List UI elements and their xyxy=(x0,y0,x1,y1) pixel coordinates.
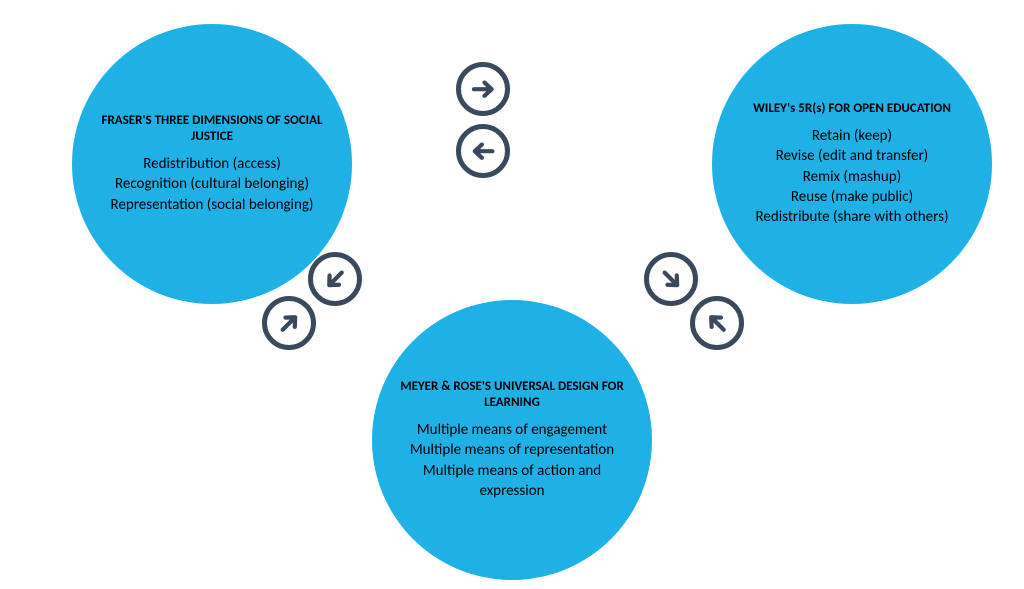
arrow-top-left-icon xyxy=(456,124,510,178)
node-wiley-item: Redistribute (share with others) xyxy=(755,207,948,227)
node-meyer-item: Multiple means of engagement xyxy=(392,420,632,440)
node-wiley-item: Revise (edit and transfer) xyxy=(755,146,948,166)
node-meyer-item: Multiple means of action and expression xyxy=(392,461,632,502)
arrow-right-up-icon xyxy=(644,252,698,306)
node-fraser-item: Redistribution (access) xyxy=(111,154,314,174)
arrow-left-down-icon xyxy=(308,252,362,306)
node-fraser-item: Representation (social belonging) xyxy=(111,195,314,215)
node-meyer: MEYER & ROSE'S UNIVERSAL DESIGN FOR LEAR… xyxy=(372,300,652,580)
node-wiley-title: WILEY's 5R(s) FOR OPEN EDUCATION xyxy=(753,101,951,117)
node-meyer-items: Multiple means of engagementMultiple mea… xyxy=(392,420,632,501)
node-meyer-item: Multiple means of representation xyxy=(392,440,632,460)
node-wiley-items: Retain (keep)Revise (edit and transfer)R… xyxy=(755,126,948,227)
node-wiley-item: Reuse (make public) xyxy=(755,187,948,207)
node-wiley: WILEY's 5R(s) FOR OPEN EDUCATION Retain (… xyxy=(712,24,992,304)
node-fraser-item: Recognition (cultural belonging) xyxy=(111,174,314,194)
node-wiley-item: Retain (keep) xyxy=(755,126,948,146)
node-fraser-items: Redistribution (access)Recognition (cult… xyxy=(111,154,314,215)
node-fraser: FRASER'S THREE DIMENSIONS OF SOCIAL JUST… xyxy=(72,24,352,304)
node-fraser-title: FRASER'S THREE DIMENSIONS OF SOCIAL JUST… xyxy=(92,113,332,144)
arrow-right-down-icon xyxy=(690,296,744,350)
arrow-top-right-icon xyxy=(456,62,510,116)
node-meyer-title: MEYER & ROSE'S UNIVERSAL DESIGN FOR LEAR… xyxy=(392,379,632,410)
node-wiley-item: Remix (mashup) xyxy=(755,167,948,187)
arrow-left-up-icon xyxy=(262,296,316,350)
